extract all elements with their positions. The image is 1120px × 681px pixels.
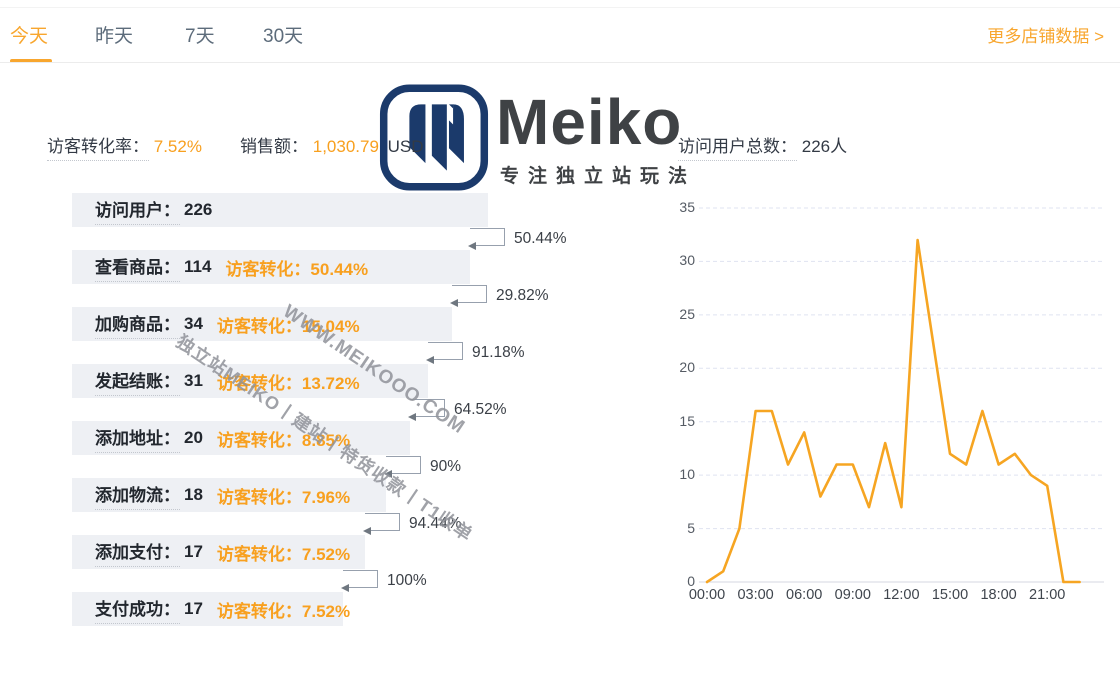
funnel-step-value: 18 — [184, 485, 203, 504]
x-tick-label: 09:00 — [834, 587, 871, 603]
brand-wordmark: Meiko — [496, 86, 683, 158]
funnel-bar-payment-success: 支付成功： 17 访客转化：7.52% — [72, 592, 350, 626]
funnel-bar-checkout: 发起结账： 31 访客转化：13.72% — [72, 364, 428, 398]
funnel-step-rate: 94.44% — [409, 515, 462, 532]
funnel-step-value: 34 — [184, 314, 203, 333]
funnel-step-rate: 50.44% — [514, 230, 567, 247]
y-tick-label: 20 — [679, 359, 695, 376]
y-tick-label: 15 — [679, 412, 695, 429]
arrow-left-icon — [426, 355, 434, 364]
brand-tagline: 专注独立站玩法 — [500, 166, 697, 187]
tab-7days[interactable]: 7天 — [185, 26, 215, 47]
funnel-bar-add-payment: 添加支付： 17 访客转化：7.52% — [72, 535, 365, 569]
funnel-step-conversion: 访客转化：7.52% — [216, 601, 351, 621]
funnel-step-value: 31 — [184, 371, 203, 390]
y-tick-label: 25 — [679, 305, 695, 322]
funnel-step-value: 114 — [184, 257, 212, 276]
funnel-connector — [363, 513, 400, 535]
x-tick-label: 15:00 — [931, 587, 969, 603]
hourly-visitors-chart: 0 5 10 15 20 25 30 35 00:00 03:00 06:00 09:00 12:00 1… — [652, 180, 1117, 640]
funnel-step-value: 17 — [184, 599, 203, 618]
funnel-step-label: 支付成功： — [95, 595, 180, 624]
x-tick-label: 12:00 — [883, 587, 920, 603]
tab-today[interactable]: 今天 — [10, 26, 49, 47]
stat-conversion-value: 7.52% — [153, 137, 202, 156]
funnel-step-rate: 91.18% — [472, 344, 525, 361]
header-divider — [0, 62, 1120, 63]
stat-total-visitors: 访问用户总数： 226人 — [678, 132, 848, 161]
funnel-step-value: 17 — [184, 542, 203, 561]
stat-sales-value: 1,030.79 — [312, 137, 379, 156]
stat-sales: 销售额： 1,030.79 USD — [240, 132, 424, 157]
tab-yesterday[interactable]: 昨天 — [95, 26, 134, 47]
funnel-connector — [341, 570, 378, 592]
stat-conversion-label: 访客转化率： — [47, 137, 149, 161]
funnel-bar-add-to-cart: 加购商品： 34 访客转化：15.04% — [72, 307, 452, 341]
stat-visitors-value: 226人 — [801, 137, 848, 156]
funnel-connector — [408, 399, 445, 421]
line-chart-canvas — [699, 207, 1104, 584]
funnel-connector — [450, 285, 487, 307]
stat-sales-label: 销售额： — [240, 137, 308, 156]
meiko-logo-icon — [379, 84, 489, 191]
y-tick-label: 5 — [687, 519, 695, 536]
funnel-step-label: 发起结账： — [95, 367, 180, 396]
funnel-bar-add-shipping: 添加物流： 18 访客转化：7.96% — [72, 478, 386, 512]
active-tab-indicator — [10, 59, 52, 63]
funnel-bar-add-address: 添加地址： 20 访客转化：8.85% — [72, 421, 410, 455]
funnel-step-conversion: 访客转化：7.96% — [216, 487, 351, 507]
funnel-step-rate: 64.52% — [454, 401, 507, 418]
x-tick-label: 21:00 — [1029, 587, 1066, 603]
stat-sales-unit: USD — [387, 137, 424, 156]
funnel-step-value: 20 — [184, 428, 203, 447]
x-tick-label: 00:00 — [688, 587, 726, 603]
funnel-step-label: 添加地址： — [95, 424, 180, 453]
funnel-bar-view-product: 查看商品： 114 访客转化：50.44% — [72, 250, 470, 284]
arrow-left-icon — [408, 412, 416, 421]
top-divider — [0, 7, 1120, 8]
funnel-step-rate: 90% — [430, 458, 462, 475]
funnel-step-label: 加购商品： — [95, 310, 180, 339]
x-tick-label: 18:00 — [980, 587, 1017, 603]
arrow-left-icon — [468, 241, 476, 250]
funnel-step-rate: 100% — [387, 572, 427, 589]
funnel-step-conversion: 访客转化：7.52% — [216, 544, 351, 564]
funnel-step-label: 访问用户： — [95, 196, 180, 225]
funnel-step-conversion: 访客转化：8.85% — [216, 430, 351, 450]
arrow-left-icon — [363, 526, 371, 535]
funnel-step-value: 226 — [184, 200, 213, 219]
funnel-step-rate: 29.82% — [496, 287, 549, 304]
arrow-left-icon — [450, 298, 458, 307]
funnel-bar-visitors: 访问用户： 226 — [72, 193, 488, 227]
funnel-step-label: 添加物流： — [95, 481, 180, 510]
funnel-step-conversion: 访客转化：13.72% — [216, 373, 360, 393]
arrow-left-icon — [384, 469, 392, 478]
more-store-data-link[interactable]: 更多店铺数据 > — [987, 27, 1104, 46]
funnel-connector — [468, 228, 505, 250]
y-tick-label: 0 — [687, 573, 695, 589]
arrow-left-icon — [341, 583, 349, 592]
funnel-step-label: 查看商品： — [95, 253, 180, 282]
y-tick-label: 35 — [679, 199, 695, 215]
y-tick-label: 30 — [679, 252, 695, 269]
funnel-step-conversion: 访客转化：50.44% — [225, 259, 369, 279]
funnel-step-conversion: 访客转化：15.04% — [216, 316, 360, 336]
y-tick-label: 10 — [679, 466, 695, 483]
stat-conversion-rate: 访客转化率： 7.52% — [47, 132, 202, 161]
funnel-connector — [384, 456, 421, 478]
traffic-line — [705, 238, 1081, 584]
stat-visitors-label: 访问用户总数： — [678, 137, 797, 161]
funnel-step-label: 添加支付： — [95, 538, 180, 567]
x-tick-label: 03:00 — [737, 587, 774, 603]
x-tick-label: 06:00 — [786, 587, 823, 603]
tab-30days[interactable]: 30天 — [263, 26, 304, 47]
funnel-connector — [426, 342, 463, 364]
